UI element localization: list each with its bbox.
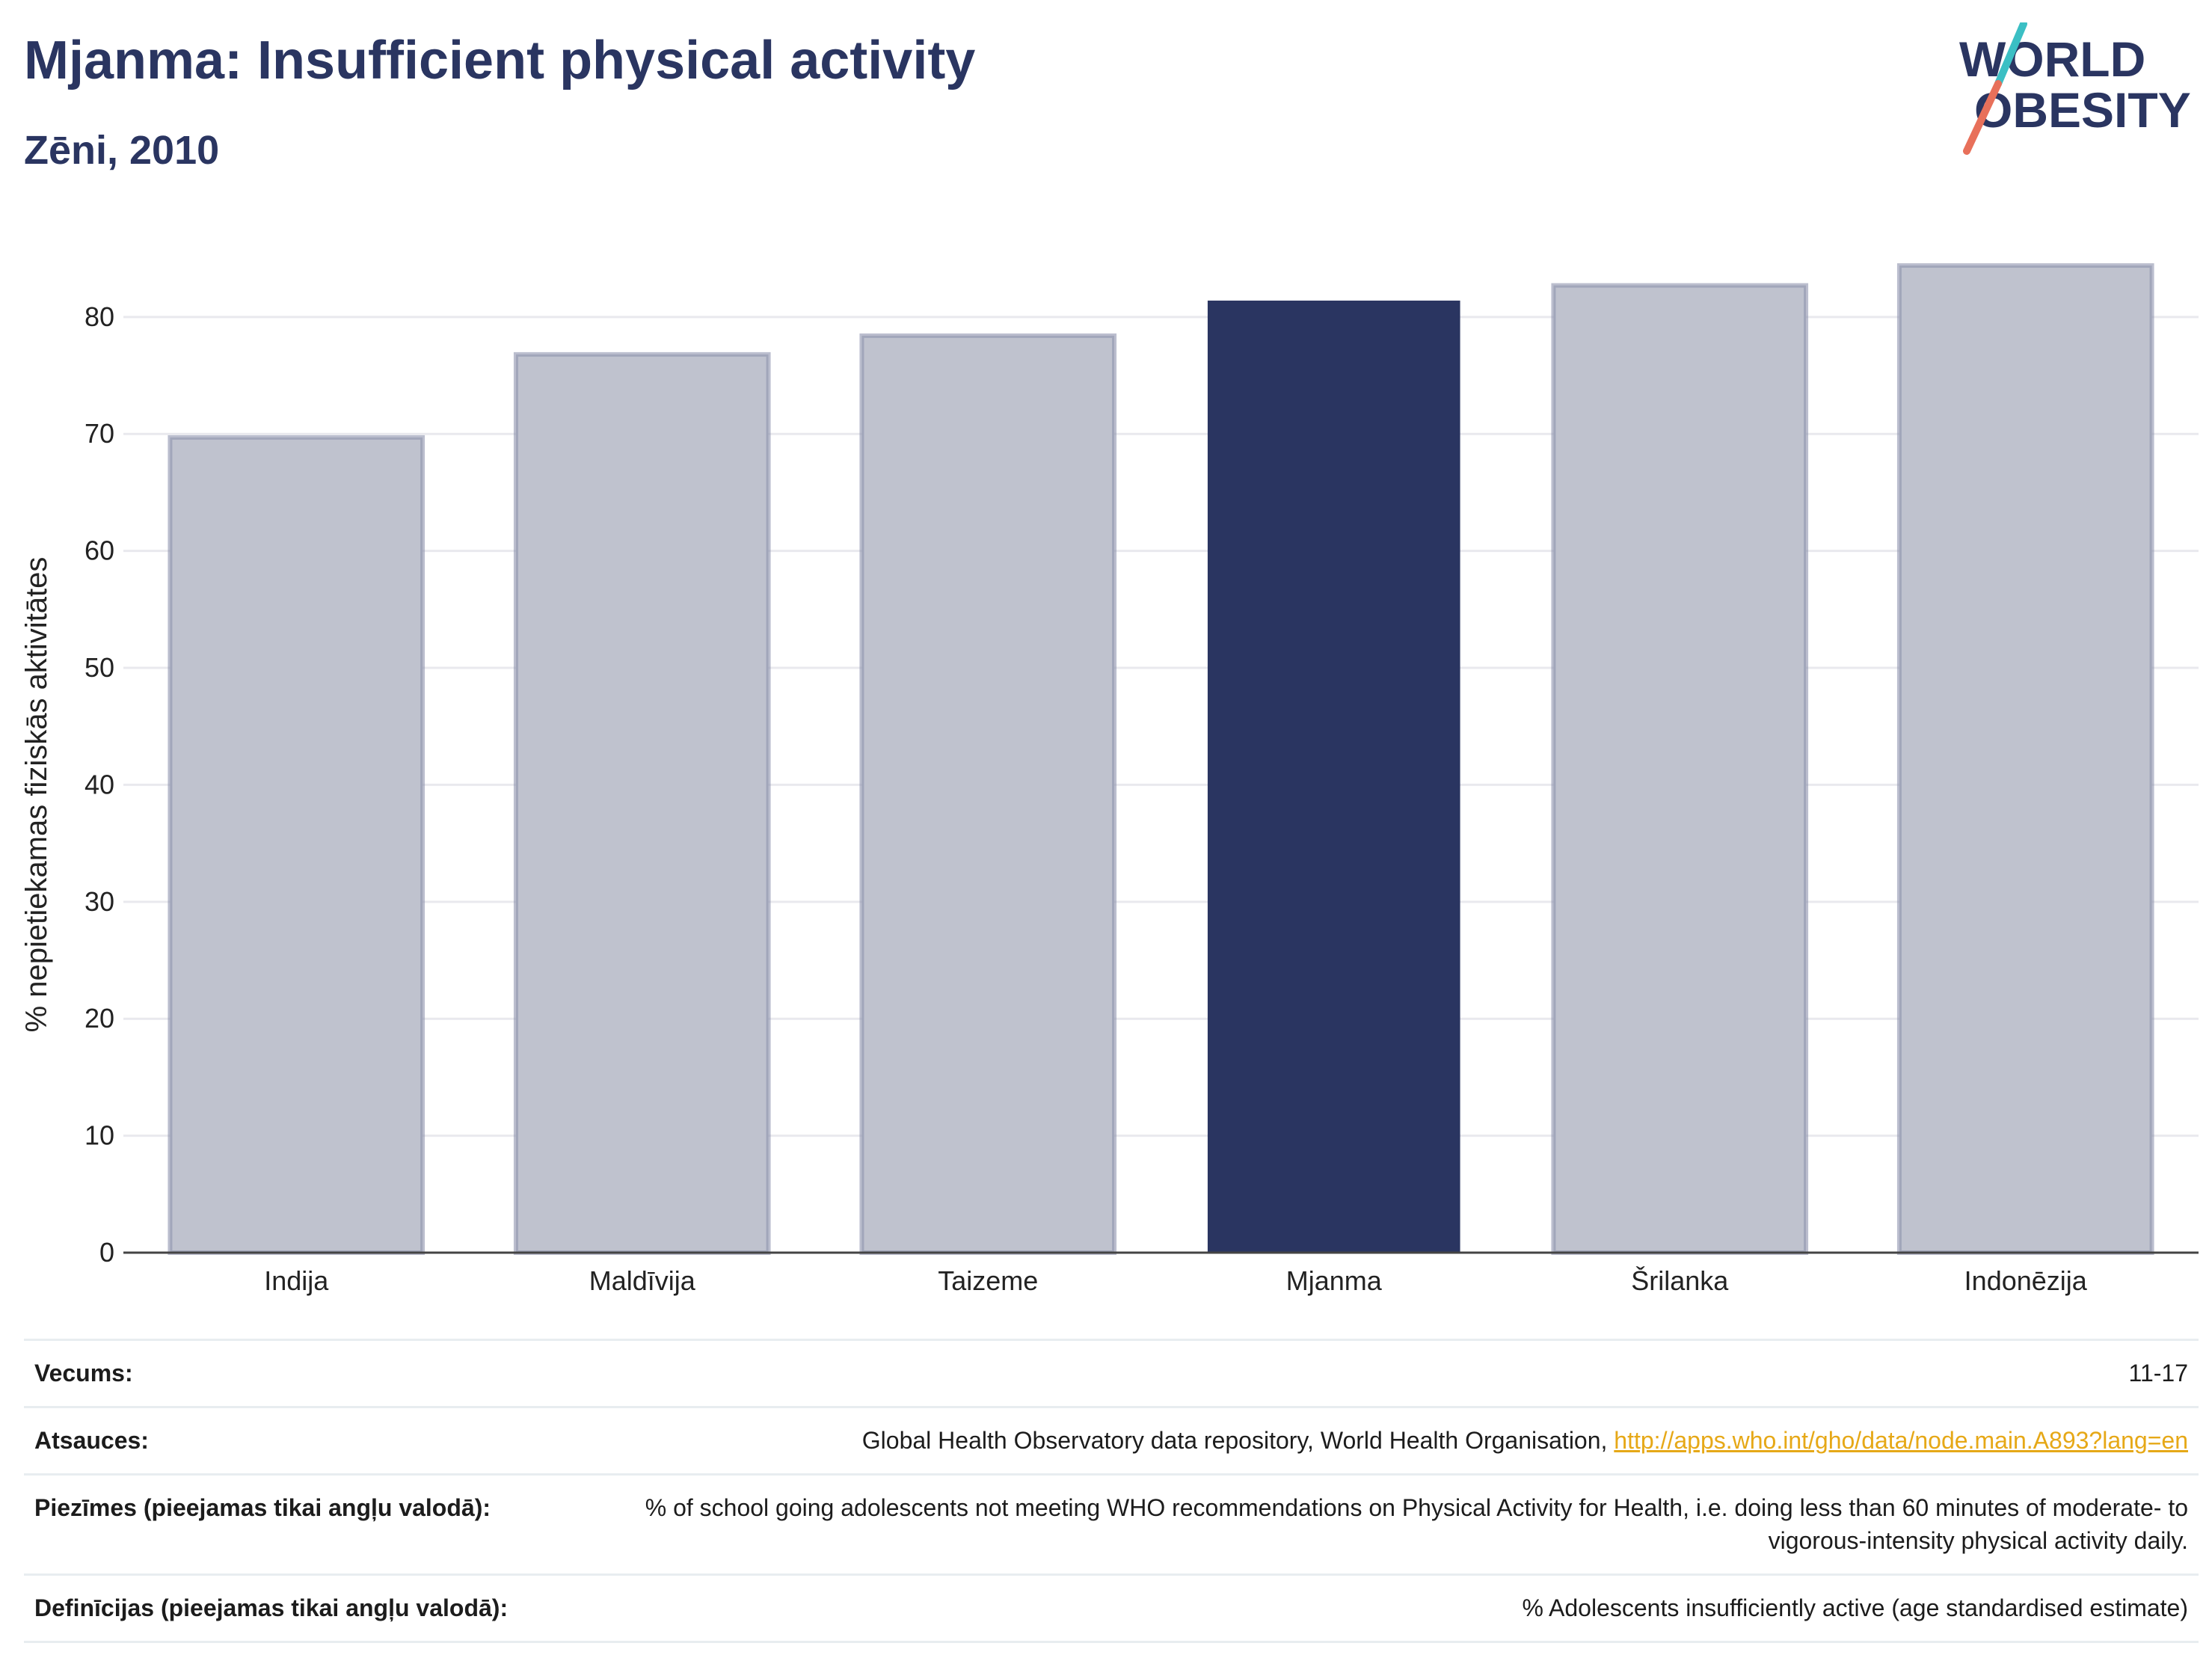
axes: 0 10 20 30 40 50 60 70 80 Indija Maldīvija Taizeme M… bbox=[85, 301, 2199, 1296]
y-tick-label: 40 bbox=[85, 769, 114, 799]
y-tick-label: 30 bbox=[85, 886, 114, 917]
bar-chart: 0 10 20 30 40 50 60 70 80 Indija Maldīvija Taizeme M… bbox=[20, 263, 2199, 1296]
sources-label: Atsauces: bbox=[24, 1406, 598, 1476]
info-table: Vecums: 11-17 Atsauces: Global Health Ob… bbox=[24, 1338, 2199, 1643]
logo-slash-coral bbox=[1963, 80, 2002, 155]
x-tick-label: Indonēzija bbox=[1964, 1265, 2088, 1296]
x-tick-label: Indija bbox=[264, 1265, 329, 1296]
notes-value: % of school going adolescents not meetin… bbox=[598, 1473, 2199, 1576]
info-row-notes: Piezīmes (pieejamas tikai angļu valodā):… bbox=[24, 1473, 2199, 1576]
bar-indija bbox=[168, 435, 425, 1255]
definitions-label: Definīcijas (pieejamas tikai angļu valod… bbox=[24, 1573, 598, 1643]
y-tick-label: 80 bbox=[85, 301, 114, 332]
bar-taizeme bbox=[859, 333, 1117, 1255]
y-tick-label: 50 bbox=[85, 652, 114, 683]
age-label: Vecums: bbox=[24, 1338, 598, 1409]
info-row-age: Vecums: 11-17 bbox=[24, 1338, 2199, 1409]
logo-word-obesity: OBESITY bbox=[1974, 82, 2191, 138]
x-tick-label: Taizeme bbox=[938, 1265, 1038, 1296]
y-tick-label: 70 bbox=[85, 418, 114, 449]
world-obesity-logo: WORLD OBESITY bbox=[1959, 22, 2191, 155]
info-row-sources: Atsauces: Global Health Observatory data… bbox=[24, 1406, 2199, 1476]
bar-indonēzija bbox=[1896, 263, 2154, 1255]
y-tick-label: 20 bbox=[85, 1003, 114, 1034]
x-tick-label: Mjanma bbox=[1286, 1265, 1383, 1296]
logo-word-world: WORLD bbox=[1959, 31, 2145, 87]
bar-mjanma bbox=[1207, 300, 1460, 1253]
y-tick-label: 10 bbox=[85, 1120, 114, 1151]
logo-slash-teal bbox=[1994, 22, 2027, 87]
bar-šrilanka bbox=[1551, 283, 1809, 1255]
bars bbox=[168, 263, 2154, 1256]
chart-title: Mjanma: Insufficient physical activity bbox=[24, 31, 976, 90]
grid-lines bbox=[123, 316, 2199, 1137]
x-tick-label: Maldīvija bbox=[589, 1265, 696, 1296]
bar-maldīvija bbox=[513, 351, 771, 1256]
chart-subtitle: Zēni, 2010 bbox=[24, 128, 220, 173]
x-tick-label: Šrilanka bbox=[1631, 1265, 1729, 1296]
definitions-value: % Adolescents insufficiently active (age… bbox=[598, 1573, 2199, 1643]
info-row-definitions: Definīcijas (pieejamas tikai angļu valod… bbox=[24, 1573, 2199, 1643]
sources-link[interactable]: http://apps.who.int/gho/data/node.main.A… bbox=[1614, 1427, 2188, 1455]
notes-label: Piezīmes (pieejamas tikai angļu valodā): bbox=[24, 1473, 598, 1576]
y-tick-label: 60 bbox=[85, 535, 114, 566]
y-axis-title: % nepietiekamas fiziskās aktivitātes bbox=[20, 557, 53, 1033]
sources-text: Global Health Observatory data repositor… bbox=[861, 1427, 1615, 1455]
sources-value: Global Health Observatory data repositor… bbox=[598, 1406, 2199, 1476]
age-value: 11-17 bbox=[598, 1338, 2199, 1409]
y-tick-label: 0 bbox=[99, 1237, 114, 1268]
